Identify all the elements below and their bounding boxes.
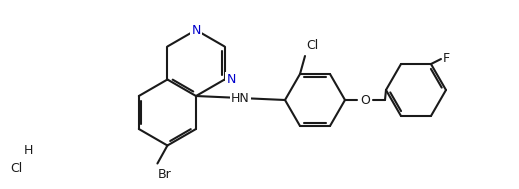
Text: F: F (443, 52, 450, 64)
Text: N: N (192, 23, 201, 36)
Text: Br: Br (157, 167, 171, 180)
Text: HN: HN (231, 91, 250, 105)
Text: H: H (23, 145, 33, 157)
Text: N: N (227, 73, 236, 86)
Text: Cl: Cl (10, 161, 22, 174)
Text: O: O (360, 94, 370, 106)
Text: Cl: Cl (306, 39, 318, 52)
